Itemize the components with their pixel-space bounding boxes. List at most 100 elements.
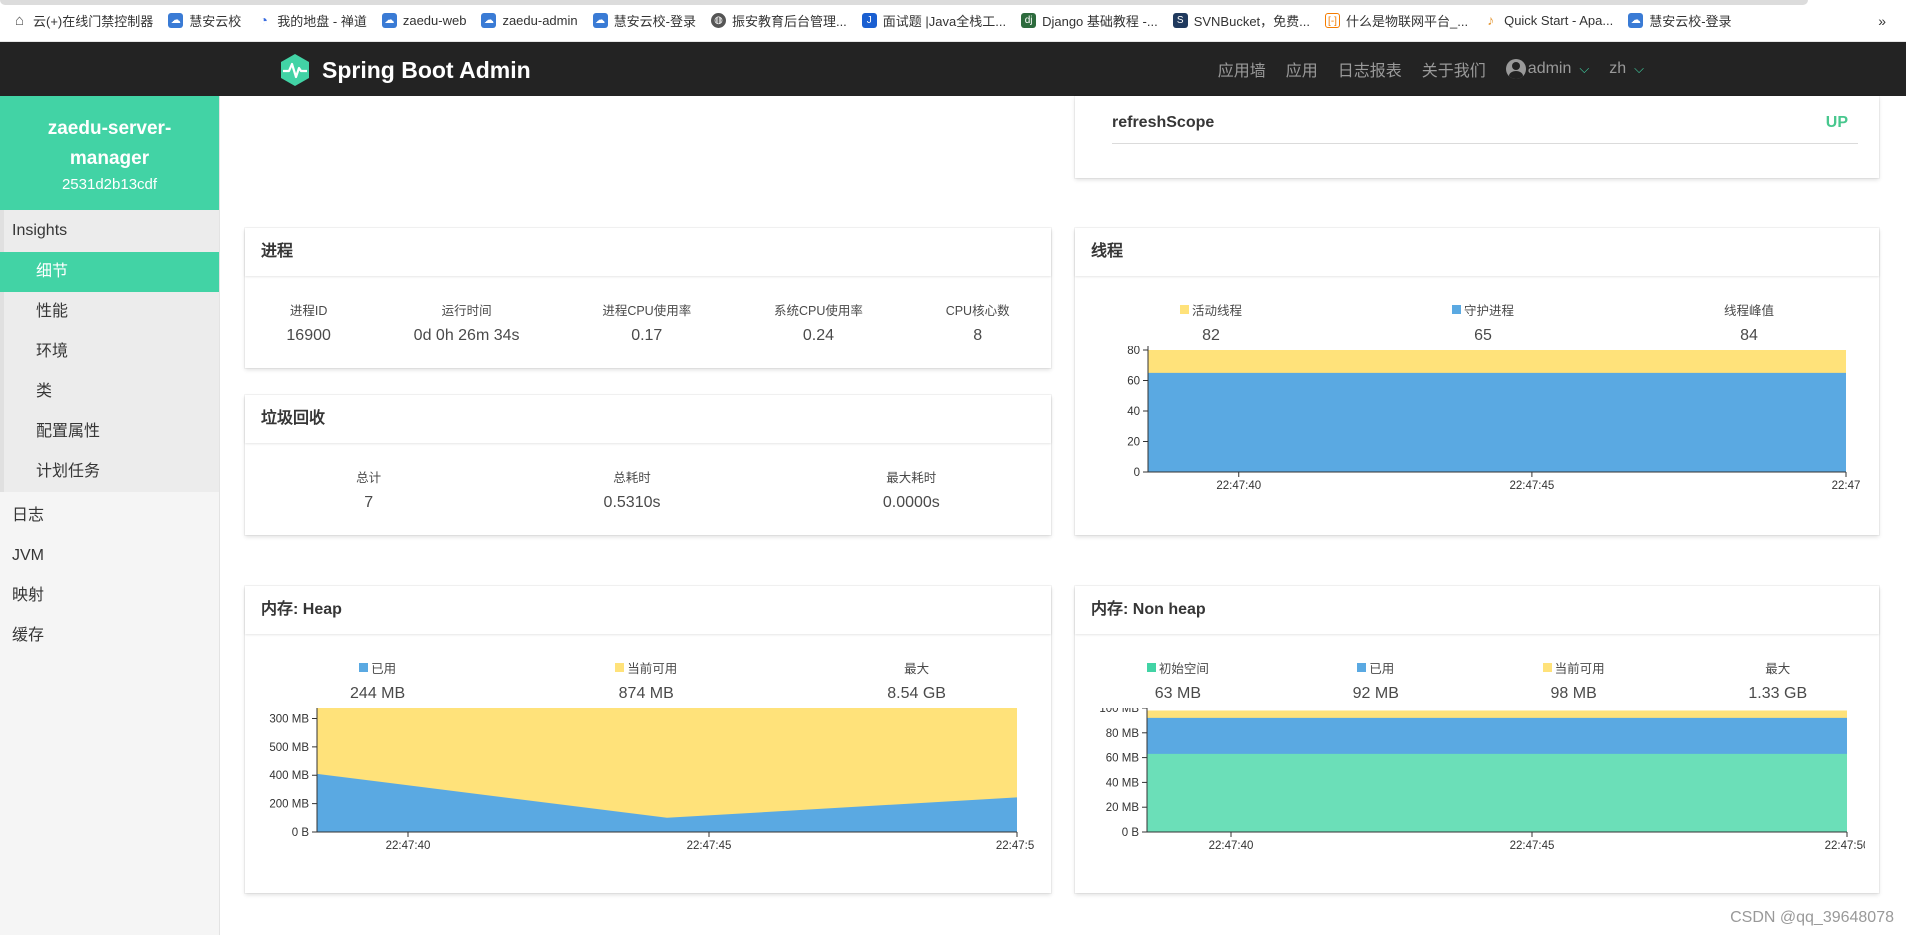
stat-heap-used: 已用 244 MB	[350, 662, 406, 702]
language-menu[interactable]: zh ⌵	[1609, 60, 1644, 78]
nonheap-chart: 0 B 20 MB 40 MB 60 MB 80 MB 100 MB 22:47:40 22:…	[1099, 708, 1865, 852]
rocket-icon: ♪	[1487, 12, 1495, 28]
bookmark-3[interactable]: ☁ zaedu-web	[381, 13, 466, 28]
sidebar-item-scheduled-tasks[interactable]: 计划任务	[0, 452, 219, 492]
cloud-icon: ☁	[168, 13, 184, 28]
stat-nonheap-used: 已用 92 MB	[1352, 662, 1399, 702]
sidebar-item-configprops[interactable]: 配置属性	[0, 412, 219, 452]
y-tick-label: 40 MB	[1106, 777, 1140, 789]
nav-log-report[interactable]: 日志报表	[1337, 63, 1402, 80]
cloud-icon: ☁	[381, 13, 397, 28]
legend-swatch-used	[1357, 663, 1367, 672]
area-series-0	[1147, 753, 1847, 832]
navbar: Spring Boot Admin 应用墙 应用 日志报表 关于我们 admin…	[0, 42, 1906, 96]
card-title: 内存: Non heap	[1075, 586, 1879, 634]
bookmark-8[interactable]: dj Django 基础教程 -...	[1021, 11, 1158, 30]
sidebar-item-environment[interactable]: 环境	[0, 332, 219, 372]
sidebar-group-insights[interactable]: Insights	[0, 210, 219, 252]
bookmark-4[interactable]: ☁ zaedu-admin	[481, 13, 578, 28]
bookmark-11[interactable]: ♪ Quick Start - Apa...	[1483, 12, 1613, 29]
sidebar-item-mappings[interactable]: 映射	[12, 587, 45, 604]
legend-swatch-used	[359, 663, 369, 672]
cloud-icon: ☁	[1628, 13, 1644, 28]
stat-nonheap-init: 初始空间 63 MB	[1146, 658, 1209, 703]
cloud-icon: ☁	[592, 13, 608, 28]
nav-wallboard[interactable]: 应用墙	[1217, 63, 1266, 80]
sidebar-item-details[interactable]: 细节	[0, 252, 219, 292]
stat-live-threads: 活动线程 82	[1179, 300, 1242, 345]
legend-swatch-committed	[615, 663, 625, 672]
sidebar-item-logging[interactable]: 日志	[12, 507, 45, 524]
process-card: 进程 进程ID 16900 运行时间 0d 0h 26m 34s 进程CPU使用率 0…	[245, 228, 1051, 368]
bookmark-1[interactable]: ☁ 慧安云校	[168, 11, 241, 30]
sidebar-item-metrics[interactable]: 性能	[0, 292, 219, 332]
y-tick-label: 200 MB	[269, 799, 309, 811]
bookmark-12[interactable]: ☁ 慧安云校-登录	[1628, 11, 1732, 30]
threads-chart: 0 20 40 60 80 22:47:40 22:47:45 22:47	[1127, 346, 1861, 492]
nav-about[interactable]: 关于我们	[1421, 63, 1486, 80]
bookmark-5[interactable]: ☁ 慧安云校-登录	[592, 11, 696, 30]
y-tick-label: 0 B	[292, 827, 310, 839]
health-card: refreshScope UP	[1075, 96, 1879, 178]
card-title: 线程	[1075, 228, 1879, 276]
chevron-down-icon: ⌵	[1634, 61, 1644, 76]
nav-menu: 应用墙 应用 日志报表 关于我们 admin ⌵ zh ⌵	[1198, 42, 1644, 96]
health-component-name: refreshScope	[1112, 114, 1215, 131]
card-title: 内存: Heap	[245, 586, 1051, 634]
y-tick-label: 100 MB	[1099, 708, 1139, 715]
bookmark-0[interactable]: ⌂ 云(+)在线门禁控制器	[12, 11, 153, 30]
y-tick-label: 60	[1127, 376, 1140, 388]
globe-icon: ◍	[710, 13, 726, 28]
threads-stats: 活动线程 82 守护进程 65 线程峰值 84	[1075, 276, 1879, 345]
x-tick-label: 22:47:45	[687, 840, 732, 852]
x-tick-label: 22:47:5(	[996, 840, 1035, 852]
area-series-0	[1148, 372, 1846, 472]
stat-gc-total-time: 总耗时 0.5310s	[603, 471, 661, 511]
y-tick-label: 20	[1127, 437, 1140, 449]
nonheap-stats: 初始空间 63 MB 已用 92 MB 当前可用 98 MB 最大 1.33 GB	[1075, 634, 1879, 703]
threads-card: 线程 活动线程 82 守护进程 65 线程峰值 84 0 20 40 60 80 22:47:4…	[1075, 228, 1879, 535]
sidebar-item-beans[interactable]: 类	[0, 372, 219, 412]
bookmark-9[interactable]: S SVNBucket，免费...	[1172, 11, 1310, 30]
legend-swatch-live	[1179, 305, 1189, 314]
brand[interactable]: Spring Boot Admin	[278, 53, 531, 87]
nav-applications[interactable]: 应用	[1285, 63, 1318, 80]
watermark: CSDN @qq_39648078	[1730, 909, 1894, 926]
spring-boot-admin-logo-icon	[281, 54, 309, 86]
sidebar-item-jvm[interactable]: JVM	[12, 547, 44, 564]
sidebar-item-caches[interactable]: 缓存	[12, 627, 45, 644]
x-tick-label: 22:47:45	[1510, 840, 1555, 852]
bookmark-2[interactable]: ◔ 我的地盘 - 禅道	[256, 11, 367, 30]
iot-icon: [-]	[1325, 13, 1340, 28]
health-row-refreshscope: refreshScope UP	[1112, 114, 1858, 144]
card-title: 垃圾回收	[245, 395, 1051, 443]
stat-process-cpu: 进程CPU使用率 0.17	[602, 304, 692, 344]
stat-peak-threads: 线程峰值 84	[1723, 304, 1774, 344]
y-tick-label: 0	[1134, 467, 1140, 479]
instance-id: 2531d2b13cdf	[61, 176, 158, 193]
bookmarks-bar: ⌂ 云(+)在线门禁控制器 ☁ 慧安云校 ◔ 我的地盘 - 禅道 ☁ zaedu-web…	[0, 0, 1906, 42]
user-name: admin	[1527, 60, 1572, 77]
y-tick-label: 300 MB	[269, 713, 309, 725]
bookmark-7[interactable]: J 面试题 |Java全栈工...	[861, 11, 1006, 30]
legend-swatch-init	[1146, 663, 1156, 672]
nonheap-card: 内存: Non heap 初始空间 63 MB 已用 92 MB 当前可用 98 MB…	[1075, 586, 1879, 893]
stat-daemon-threads: 守护进程 65	[1451, 300, 1514, 345]
chevron-down-icon: ⌵	[1579, 61, 1590, 76]
x-tick-label: 22:47	[1832, 480, 1861, 492]
heap-chart: 0 B 200 MB 400 MB 500 MB 300 MB 22:47:40 22:47…	[269, 708, 1035, 852]
y-tick-label: 80 MB	[1106, 728, 1140, 740]
x-tick-label: 22:47:40	[1209, 840, 1254, 852]
stat-nonheap-max: 最大 1.33 GB	[1748, 662, 1808, 702]
user-menu[interactable]: admin ⌵	[1505, 59, 1590, 79]
card-title: 进程	[245, 228, 1051, 276]
heap-card: 内存: Heap 已用 244 MB 当前可用 874 MB 最大 8.54 GB 0…	[245, 586, 1051, 893]
bookmark-6[interactable]: ◍ 振安教育后台管理...	[710, 11, 847, 30]
gc-stats: 总计 7 总耗时 0.5310s 最大耗时 0.0000s	[245, 443, 1051, 512]
health-status-badge: UP	[1825, 114, 1848, 131]
home-icon: ⌂	[14, 12, 25, 29]
bookmarks-more-button[interactable]: »	[1878, 13, 1886, 29]
bookmark-10[interactable]: [-] 什么是物联网平台_...	[1325, 11, 1468, 30]
stat-nonheap-committed: 当前可用 98 MB	[1542, 658, 1605, 703]
y-tick-label: 0 B	[1122, 827, 1140, 839]
